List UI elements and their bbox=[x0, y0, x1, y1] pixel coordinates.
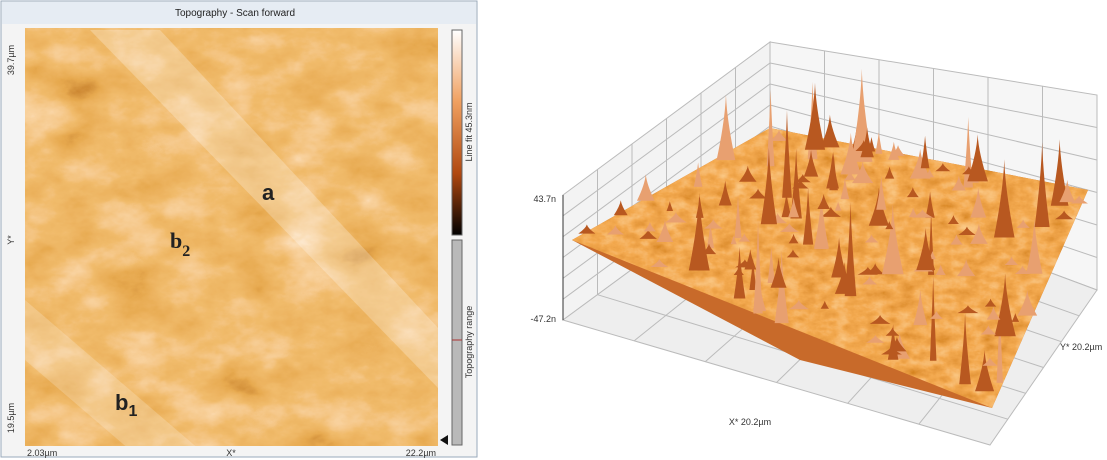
y-top-label: 39.7µm bbox=[6, 45, 16, 75]
colorbar-label: Line fit 45.3nm bbox=[464, 102, 474, 161]
y-axis-label: Y* bbox=[6, 235, 16, 245]
y-axis-label: Y* 20.2µm bbox=[1060, 342, 1102, 352]
region-label: a bbox=[262, 180, 275, 205]
x-left-label: 2.03µm bbox=[27, 448, 57, 458]
x-axis-label: X* bbox=[226, 448, 236, 458]
range-label: Topography range bbox=[464, 306, 474, 379]
panel-title: Topography - Scan forward bbox=[175, 8, 295, 19]
z-bottom-label: -47.2n bbox=[530, 314, 556, 324]
x-axis-label: X* 20.2µm bbox=[729, 417, 771, 427]
z-top-label: 43.7n bbox=[533, 194, 556, 204]
x-right-label: 22.2µm bbox=[406, 448, 436, 458]
y-bottom-label: 19.5µm bbox=[6, 403, 16, 433]
figure: Topography - Scan forward 39.7µm Y* 19.5… bbox=[0, 0, 1107, 460]
range-bar bbox=[452, 240, 462, 445]
colorbar bbox=[452, 30, 462, 235]
